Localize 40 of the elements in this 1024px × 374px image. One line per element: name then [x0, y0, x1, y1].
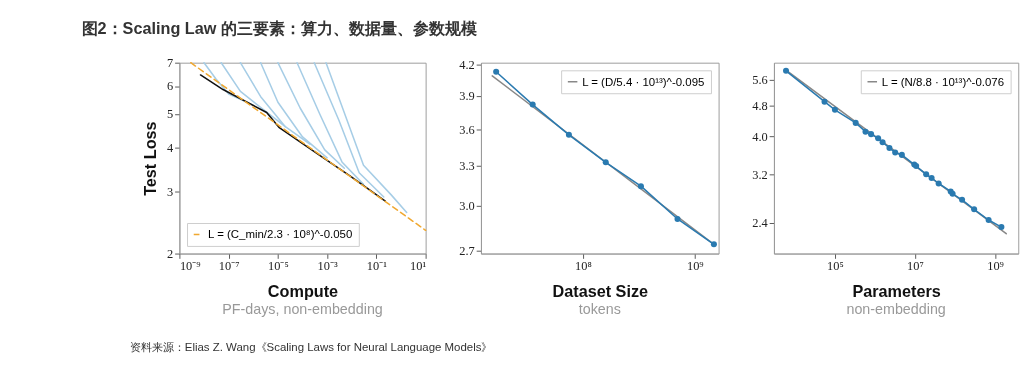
x-tick-label: 10⁻¹: [366, 259, 388, 274]
x-tick-label: 10⁻⁹: [179, 259, 201, 274]
y-tick-label: 3.6: [459, 122, 475, 137]
x-tick-label: 10⁵: [827, 259, 844, 274]
y-tick-label: 3.9: [459, 89, 475, 104]
y-tick-label: 3.0: [459, 199, 475, 214]
x-tick-label: 10¹: [410, 259, 427, 274]
x-axis-title: Compute: [267, 282, 339, 300]
legend-label: L = (C_min/2.3 · 10⁸)^-0.050: [208, 228, 353, 241]
y-axis-title: Test Loss: [140, 121, 159, 196]
x-tick-label: 10⁻⁵: [268, 259, 289, 274]
y-tick-label: 4: [167, 141, 174, 156]
y-tick-label: 7: [167, 56, 174, 70]
y-tick-label: 5: [167, 107, 174, 122]
x-axis-title: Dataset Size: [552, 282, 649, 300]
x-tick-label: 10⁸: [575, 259, 592, 274]
y-tick-label: 2: [167, 246, 174, 261]
y-tick-label: 4.0: [752, 129, 768, 144]
y-tick-label: 3.2: [752, 167, 768, 182]
x-tick-label: 10⁻³: [317, 259, 338, 274]
y-tick-label: 4.8: [752, 99, 768, 114]
y-tick-label: 6: [167, 79, 174, 94]
y-tick-label: 2.4: [752, 216, 768, 231]
x-axis-title: Parameters: [852, 282, 941, 300]
text: 资料来源：Elias Z. Wang《Scaling Laws for Neural Language Models》: [129, 340, 493, 353]
text: PF-days, non-embedding: [222, 300, 383, 317]
text: non-embedding: [846, 300, 946, 317]
x-tick-label: 10⁹: [686, 259, 704, 274]
x-tick-label: 10⁻⁷: [218, 259, 240, 274]
x-tick-label: 10⁹: [987, 259, 1004, 274]
legend-label: L = (N/8.8 · 10¹³)^-0.076: [881, 75, 1005, 88]
y-tick-label: 4.2: [459, 58, 475, 72]
y-tick-label: 2.7: [459, 243, 475, 258]
text: tokens: [578, 300, 621, 317]
y-tick-label: 5.6: [752, 73, 768, 88]
y-tick-label: 3.3: [459, 159, 475, 174]
y-tick-label: 3: [167, 185, 174, 200]
legend-label: L = (D/5.4 · 10¹³)^-0.095: [582, 75, 705, 88]
chart-title: 图2：Scaling Law 的三要素：算力、数据量、参数规模: [81, 18, 478, 37]
x-tick-label: 10⁷: [907, 259, 924, 274]
